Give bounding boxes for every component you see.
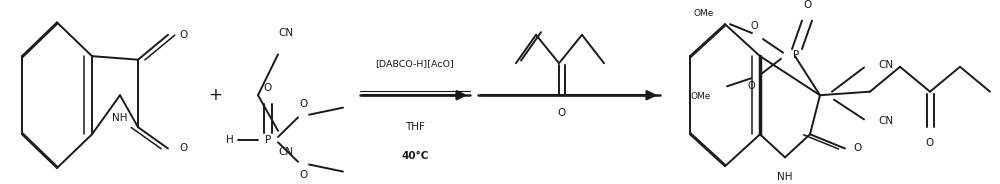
Text: OMe: OMe	[694, 9, 714, 18]
Text: O: O	[299, 170, 307, 180]
Text: P: P	[793, 50, 799, 60]
Text: O: O	[803, 0, 811, 10]
Text: CN: CN	[878, 116, 894, 126]
Text: +: +	[208, 86, 222, 104]
Text: CN: CN	[278, 28, 294, 38]
Text: O: O	[926, 138, 934, 148]
Text: O: O	[750, 21, 758, 31]
Text: O: O	[180, 144, 188, 153]
Text: O: O	[264, 83, 272, 93]
Text: O: O	[854, 144, 862, 153]
Text: OMe: OMe	[691, 93, 711, 102]
Text: 40°C: 40°C	[401, 151, 429, 161]
Text: O: O	[558, 108, 566, 118]
Text: [DABCO-H][AcO]: [DABCO-H][AcO]	[376, 59, 454, 68]
Text: CN: CN	[878, 60, 894, 70]
Text: NH: NH	[777, 172, 793, 182]
Text: P: P	[265, 135, 271, 145]
Text: CN: CN	[278, 147, 294, 157]
Text: O: O	[299, 99, 307, 109]
Text: O: O	[180, 30, 188, 40]
Text: NH: NH	[112, 113, 128, 123]
Text: H: H	[226, 135, 234, 145]
Text: THF: THF	[405, 122, 425, 132]
Text: O: O	[747, 81, 755, 91]
